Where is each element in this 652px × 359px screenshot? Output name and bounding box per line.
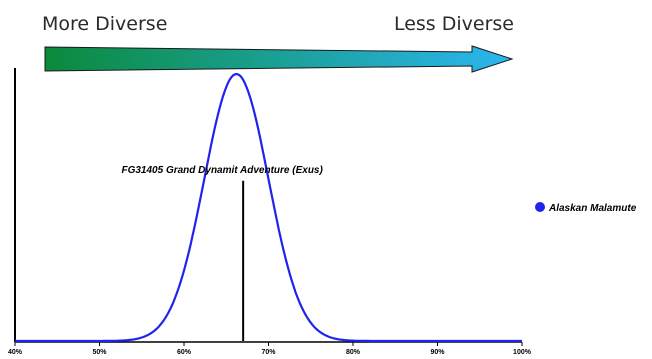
marker-label: FG31405 Grand Dynamit Adventure (Exus) <box>121 165 323 176</box>
x-tick-label: 70% <box>261 349 276 356</box>
series-curve-alaskan-malamute <box>15 72 522 343</box>
diversity-gradient-arrow <box>44 45 514 73</box>
legend-marker-alaskan-malamute <box>535 202 545 212</box>
legend: Alaskan Malamute <box>535 202 637 214</box>
x-tick-label: 90% <box>430 349 445 356</box>
x-tick-label: 100% <box>513 349 532 356</box>
more-diverse-label: More Diverse <box>42 13 167 35</box>
x-tick-label: 40% <box>8 349 23 356</box>
x-tick-label: 50% <box>92 349 107 356</box>
x-tick-label: 80% <box>346 349 361 356</box>
less-diverse-label: Less Diverse <box>394 13 514 35</box>
legend-label-alaskan-malamute: Alaskan Malamute <box>548 203 637 214</box>
x-tick-label: 60% <box>177 349 192 356</box>
x-axis-ticks: 40% 50% 60% 70% 80% 90% 100% <box>8 342 532 356</box>
